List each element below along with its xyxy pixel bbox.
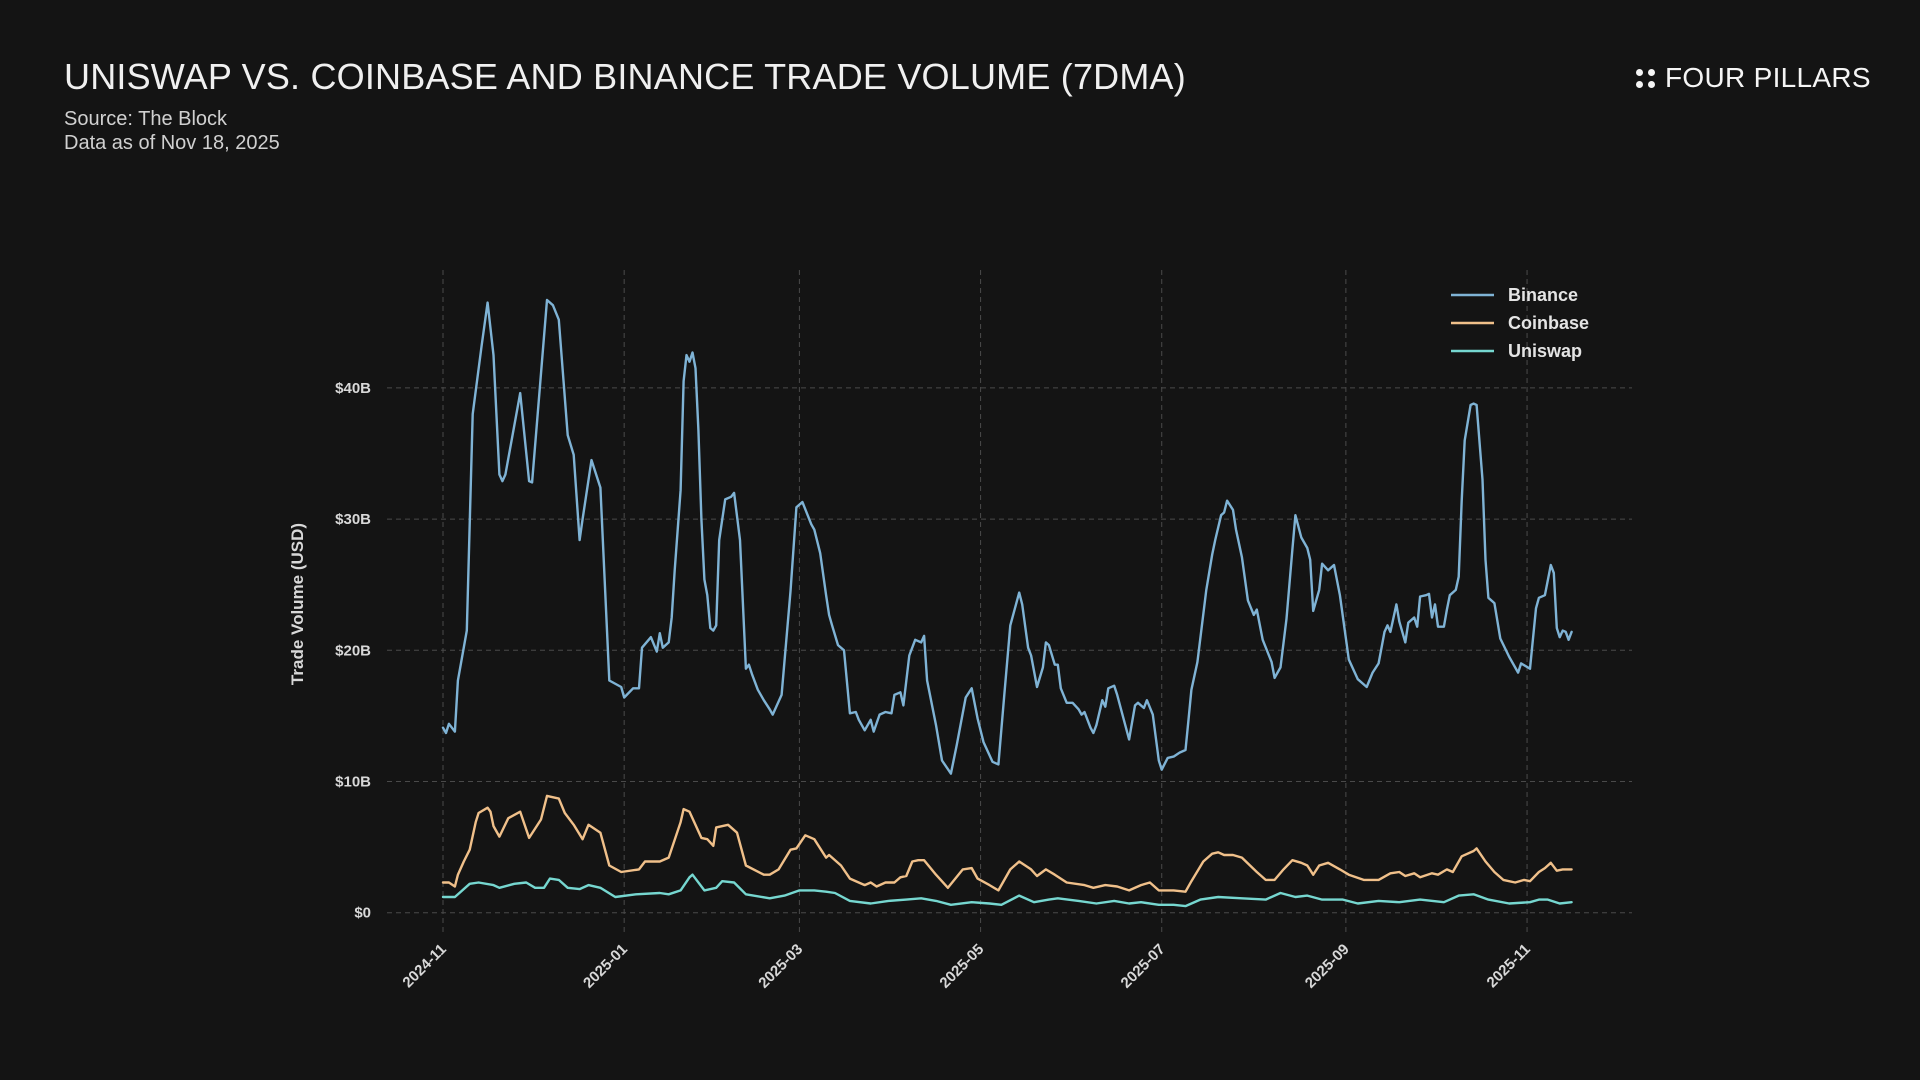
- chart-title: UNISWAP VS. COINBASE AND BINANCE TRADE V…: [64, 56, 1186, 97]
- y-axis-ticks: $0 $10B $20B $30B $40B: [335, 380, 371, 922]
- legend: Binance Coinbase Uniswap: [1451, 285, 1589, 361]
- gridlines: [387, 270, 1632, 935]
- y-tick-label: $30B: [335, 511, 371, 528]
- x-tick-label: 2025-11: [1484, 941, 1534, 991]
- data-date-note: Data as of Nov 18, 2025: [64, 132, 280, 154]
- y-tick-label: $10B: [335, 774, 371, 791]
- x-tick-label: 2025-05: [936, 941, 987, 992]
- series-lines: [441, 298, 1573, 908]
- legend-label-uniswap: Uniswap: [1508, 341, 1582, 361]
- x-tick-label: 2024-11: [399, 941, 449, 991]
- brand-logo: FOUR PILLARS: [1636, 62, 1871, 94]
- y-axis-title: Trade Volume (USD): [288, 523, 307, 685]
- brand-name: FOUR PILLARS: [1665, 62, 1871, 93]
- source-note: Source: The Block: [64, 108, 228, 130]
- x-axis-ticks: 2024-11 2025-01 2025-03 2025-05 2025-07 2025-…: [399, 941, 1533, 992]
- y-tick-label: $20B: [335, 642, 371, 659]
- series-line-uniswap: [441, 873, 1573, 908]
- y-tick-label: $40B: [335, 380, 371, 397]
- x-tick-label: 2025-01: [580, 941, 631, 992]
- y-tick-label: $0: [354, 905, 371, 922]
- series-line-binance: [441, 298, 1573, 775]
- x-tick-label: 2025-07: [1118, 941, 1169, 992]
- x-tick-label: 2025-03: [755, 941, 806, 992]
- x-tick-label: 2025-09: [1302, 941, 1353, 992]
- four-dots-icon: [1636, 68, 1655, 88]
- legend-label-binance: Binance: [1508, 285, 1578, 305]
- chart-subtitle: Source: The Block Data as of Nov 18, 202…: [64, 107, 280, 155]
- series-line-coinbase: [441, 794, 1573, 893]
- legend-label-coinbase: Coinbase: [1508, 313, 1589, 333]
